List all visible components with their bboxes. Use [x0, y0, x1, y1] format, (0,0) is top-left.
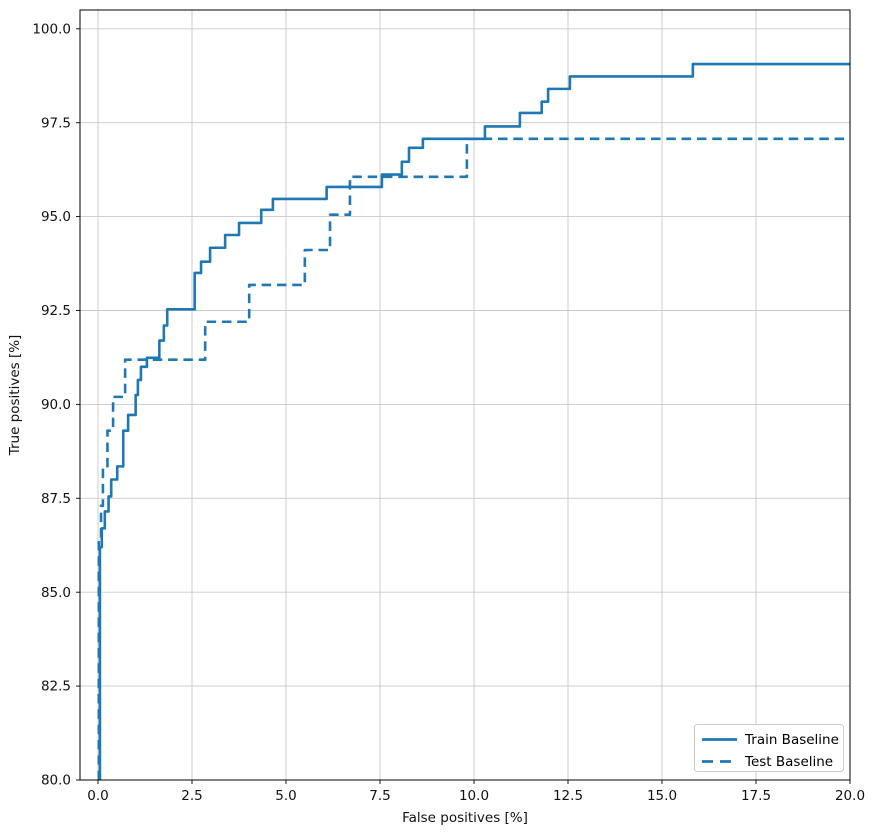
y-tick-label: 100.0	[32, 21, 71, 37]
legend: Train Baseline Test Baseline	[694, 724, 844, 772]
x-tick-label: 2.5	[181, 788, 202, 804]
series-test-baseline	[97, 137, 850, 780]
series-layer	[97, 62, 850, 780]
y-tick-label: 87.5	[41, 491, 71, 507]
plot-border	[79, 9, 851, 781]
x-tick-label: 17.5	[741, 788, 771, 804]
x-tick-label: 5.0	[275, 788, 296, 804]
y-tick-label: 80.0	[41, 773, 71, 789]
legend-test-label: Test Baseline	[744, 754, 833, 770]
legend-train-label: Train Baseline	[744, 732, 839, 748]
y-tick-label: 92.5	[41, 303, 71, 319]
y-tick-label: 85.0	[41, 585, 71, 601]
tick-layer: 0.0 2.5 5.0 7.5 10.0 12.5 15.0 17.5 20.0 80.0 82.5…	[32, 21, 865, 804]
x-tick-label: 10.0	[459, 788, 489, 804]
y-axis-label: True positives [%]	[7, 335, 23, 457]
grid-layer	[80, 10, 851, 781]
series-train-baseline	[98, 62, 850, 780]
y-tick-label: 97.5	[41, 115, 71, 131]
y-tick-label: 82.5	[41, 679, 71, 695]
y-tick-label: 90.0	[41, 397, 71, 413]
x-tick-label: 0.0	[87, 788, 108, 804]
legend-box	[694, 724, 844, 772]
x-tick-label: 12.5	[553, 788, 583, 804]
x-tick-label: 15.0	[647, 788, 677, 804]
x-axis-label: False positives [%]	[402, 810, 528, 826]
y-tick-label: 95.0	[41, 209, 71, 225]
x-tick-label: 7.5	[369, 788, 390, 804]
x-tick-label: 20.0	[835, 788, 865, 804]
